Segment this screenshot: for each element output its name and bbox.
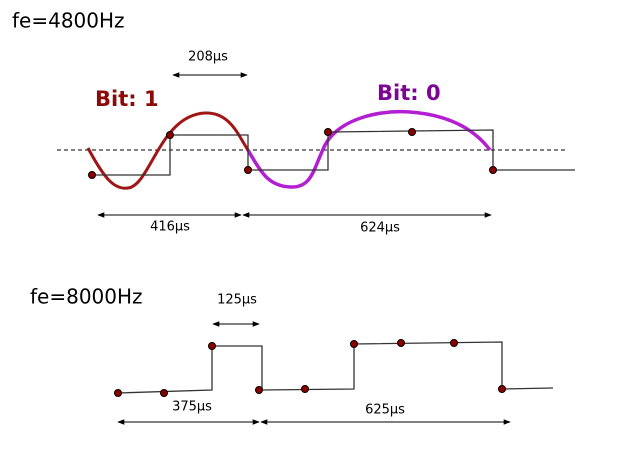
bit1-label: Bit: 1	[95, 87, 159, 111]
label-624: 624µs	[360, 221, 400, 236]
label-208: 208µs	[188, 50, 228, 65]
label-125: 125µs	[217, 293, 257, 308]
samples	[114, 339, 506, 397]
wave-bit1	[86, 111, 250, 190]
label-625: 625µs	[365, 403, 405, 418]
sampled-signal	[117, 341, 554, 394]
title-8000: fe=8000Hz	[30, 285, 143, 309]
samples	[88, 128, 497, 179]
wave-bit0	[246, 109, 492, 189]
label-416: 416µs	[150, 220, 190, 235]
sampled-signal	[92, 129, 575, 176]
label-375: 375µs	[172, 400, 212, 415]
title-4800: fe=4800Hz	[12, 9, 125, 33]
bit0-label: Bit: 0	[377, 81, 441, 105]
